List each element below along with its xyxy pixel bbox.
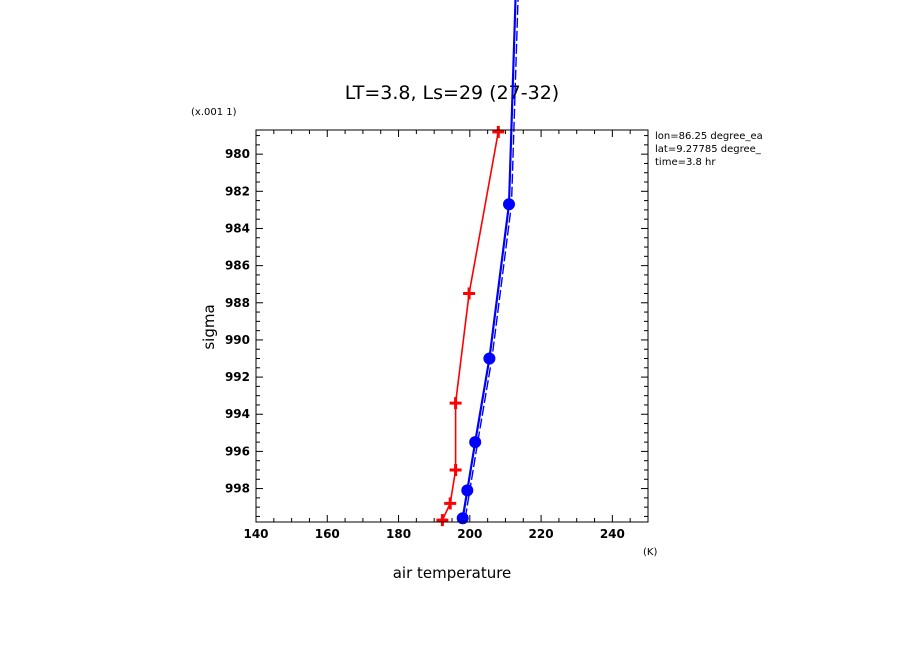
x-tick-label: 180 [386, 527, 411, 541]
info-time: time=3.8 hr [655, 157, 716, 168]
y-tick-label: 996 [225, 444, 250, 458]
x-axis-label: air temperature [393, 564, 512, 582]
y-tick-label: 988 [225, 296, 250, 310]
y-tick-label: 984 [225, 221, 250, 235]
series-red-point [436, 514, 449, 527]
series-red-point [449, 464, 462, 476]
series-blue-line-dashed [464, 0, 519, 519]
x-tick-label: 220 [529, 527, 554, 541]
y-tick-label: 994 [225, 407, 250, 421]
info-lat: lat=9.27785 degree_ [655, 144, 762, 155]
y-tick-label: 998 [225, 482, 250, 496]
series-red-point [449, 397, 462, 410]
series-blue-point [456, 512, 469, 525]
x-tick-label: 160 [315, 527, 340, 541]
info-lon: lon=86.25 degree_ea [655, 131, 763, 142]
series-blue-point [503, 198, 515, 211]
series-blue-point [461, 484, 474, 497]
series-red-point [463, 287, 476, 300]
series-blue-point [483, 352, 496, 365]
y-axis-label: sigma [200, 304, 218, 349]
y-tick-label: 986 [225, 259, 250, 273]
y-tick-label: 990 [225, 333, 250, 347]
x-axis-unit: (K) [643, 547, 657, 558]
y-tick-label: 992 [225, 370, 250, 384]
series-red-line [441, 131, 500, 521]
x-tick-label: 240 [600, 527, 625, 541]
y-tick-label: 980 [225, 147, 250, 161]
plot-frame [255, 129, 649, 523]
chart-title: LT=3.8, Ls=29 (27-32) [345, 82, 559, 104]
y-scale-note: (x.001 1) [191, 107, 237, 118]
x-tick-label: 140 [243, 527, 268, 541]
series-red-point [492, 125, 505, 138]
series-blue-point [469, 436, 482, 449]
series-red-point [444, 497, 457, 510]
y-tick-label: 982 [225, 184, 250, 198]
x-tick-label: 200 [457, 527, 482, 541]
